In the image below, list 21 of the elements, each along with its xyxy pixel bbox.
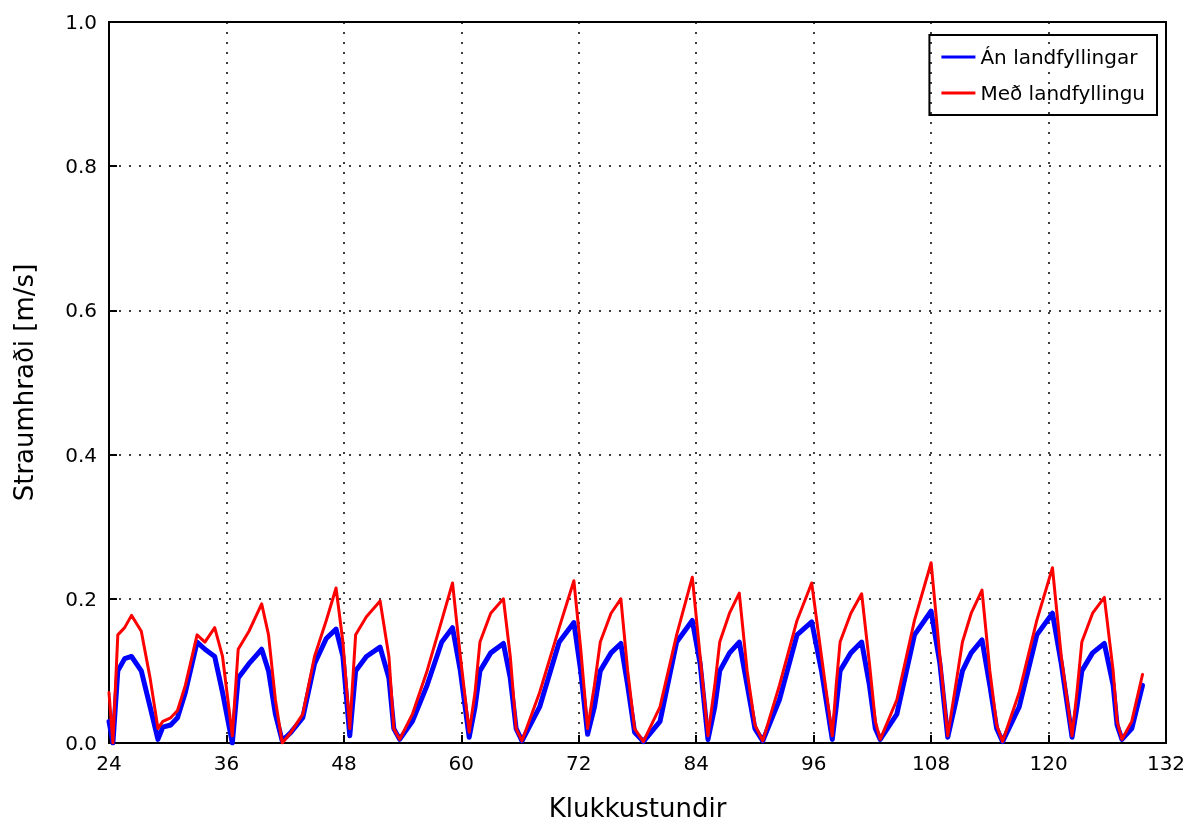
- y-tick-label: 1.0: [65, 10, 97, 34]
- y-tick-label: 0.2: [65, 586, 97, 611]
- x-tick-label: 72: [566, 751, 592, 775]
- x-tick-label: 48: [331, 751, 357, 775]
- x-tick-label: 108: [912, 751, 951, 775]
- y-tick-label: 0.6: [65, 298, 97, 323]
- y-axis-title: Straumhraði [m/s]: [9, 263, 39, 502]
- line-series: [107, 561, 1145, 745]
- x-tick-label: 36: [213, 751, 240, 775]
- x-axis-title: Klukkustundir: [548, 793, 727, 823]
- x-tick-label: 120: [1029, 751, 1068, 775]
- x-tick-label: 24: [96, 751, 122, 775]
- y-tick-label: 0.4: [65, 442, 97, 467]
- legend-label: Án landfyllingar: [980, 45, 1139, 69]
- x-tick-label: 60: [448, 751, 475, 775]
- legend-label: Með landfyllingu: [980, 81, 1146, 105]
- y-tick-label: 0.0: [65, 731, 97, 755]
- x-tick-label: 132: [1146, 751, 1186, 775]
- x-tick-label: 96: [800, 751, 827, 775]
- x-tick-label: 84: [683, 751, 709, 775]
- y-tick-label: 0.8: [65, 154, 97, 179]
